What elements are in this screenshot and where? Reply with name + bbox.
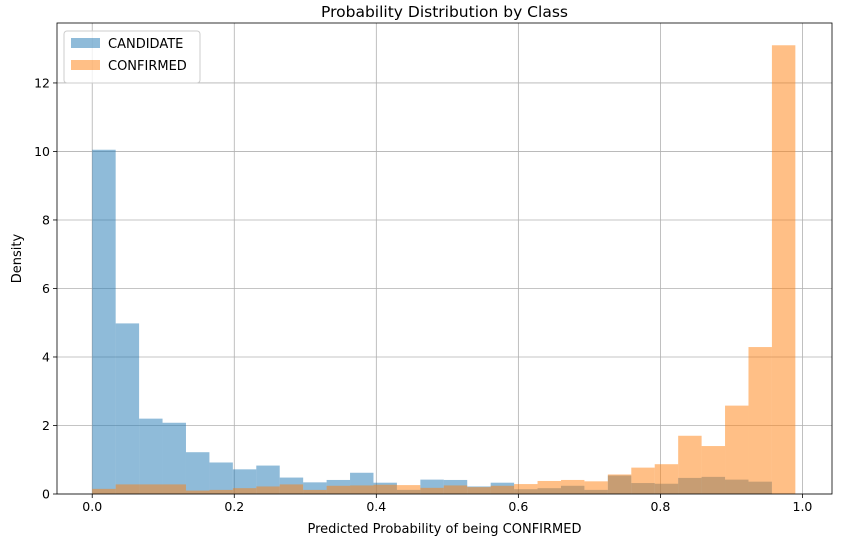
confirmed-bar bbox=[209, 489, 233, 494]
confirmed-bar bbox=[92, 488, 116, 494]
candidate-bar bbox=[209, 462, 233, 494]
confirmed-bar bbox=[256, 486, 280, 494]
y-tick-label: 0 bbox=[42, 487, 50, 502]
legend-label-candidate: CANDIDATE bbox=[108, 37, 183, 52]
chart-title: Probability Distribution by Class bbox=[321, 3, 568, 21]
confirmed-bar bbox=[607, 474, 632, 494]
legend: CANDIDATE CONFIRMED bbox=[63, 30, 201, 84]
y-tick-label: 4 bbox=[42, 349, 50, 364]
candidate-bar bbox=[92, 149, 116, 494]
x-axis-label: Predicted Probability of being CONFIRMED bbox=[308, 522, 582, 537]
y-tick-label: 8 bbox=[42, 212, 50, 227]
confirmed-bar bbox=[303, 489, 327, 494]
confirmed-bar bbox=[373, 484, 397, 494]
confirmed-bar bbox=[185, 490, 210, 494]
x-tick-label: 0.8 bbox=[650, 499, 670, 514]
x-tick-label: 0.2 bbox=[224, 499, 244, 514]
x-axis-ticks: 0.0 0.2 0.4 0.6 0.8 1.0 bbox=[82, 494, 812, 514]
candidate-bar bbox=[185, 452, 210, 494]
confirmed-bar bbox=[115, 484, 140, 494]
confirmed-bar bbox=[443, 485, 468, 494]
confirmed-bar bbox=[162, 484, 186, 494]
confirmed-bar bbox=[350, 485, 374, 494]
x-tick-label: 0.6 bbox=[508, 499, 528, 514]
confirmed-bar bbox=[654, 464, 679, 494]
confirmed-bar bbox=[560, 479, 585, 494]
candidate-bar bbox=[232, 469, 257, 494]
confirmed-bar bbox=[678, 435, 702, 494]
legend-swatch-confirmed bbox=[71, 60, 100, 70]
plot-frame bbox=[56, 22, 833, 495]
y-tick-label: 2 bbox=[42, 418, 50, 433]
y-tick-label: 6 bbox=[42, 281, 50, 296]
confirmed-bar bbox=[514, 484, 538, 494]
y-tick-label: 10 bbox=[34, 144, 50, 159]
candidate-bar bbox=[115, 323, 140, 494]
confirmed-bar bbox=[537, 480, 561, 494]
x-tick-label: 0.0 bbox=[82, 499, 102, 514]
legend-label-confirmed: CONFIRMED bbox=[108, 59, 187, 74]
confirmed-bars bbox=[92, 45, 796, 495]
confirmed-bar bbox=[725, 405, 749, 494]
confirmed-bar bbox=[631, 467, 655, 494]
candidate-bar bbox=[139, 418, 163, 494]
confirmed-bar bbox=[139, 484, 163, 494]
confirmed-bar bbox=[326, 485, 351, 494]
confirmed-bar bbox=[232, 488, 257, 494]
y-tick-label: 12 bbox=[34, 75, 50, 90]
candidate-bar bbox=[303, 482, 327, 494]
confirmed-bar bbox=[420, 487, 444, 494]
confirmed-bar bbox=[279, 484, 304, 494]
legend-swatch-candidate bbox=[71, 38, 100, 48]
x-tick-label: 0.4 bbox=[366, 499, 386, 514]
confirmed-bar bbox=[490, 485, 515, 494]
confirmed-bar bbox=[701, 446, 726, 494]
confirmed-bar bbox=[771, 45, 796, 495]
confirmed-bar bbox=[467, 487, 491, 494]
y-axis-ticks: 0 2 4 6 8 10 12 bbox=[34, 75, 57, 502]
confirmed-bar bbox=[584, 481, 608, 494]
confirmed-bar bbox=[748, 347, 772, 494]
confirmed-bar bbox=[396, 485, 421, 494]
candidate-bar bbox=[162, 422, 186, 494]
y-axis-label: Density bbox=[10, 233, 25, 283]
x-tick-label: 1.0 bbox=[793, 499, 813, 514]
